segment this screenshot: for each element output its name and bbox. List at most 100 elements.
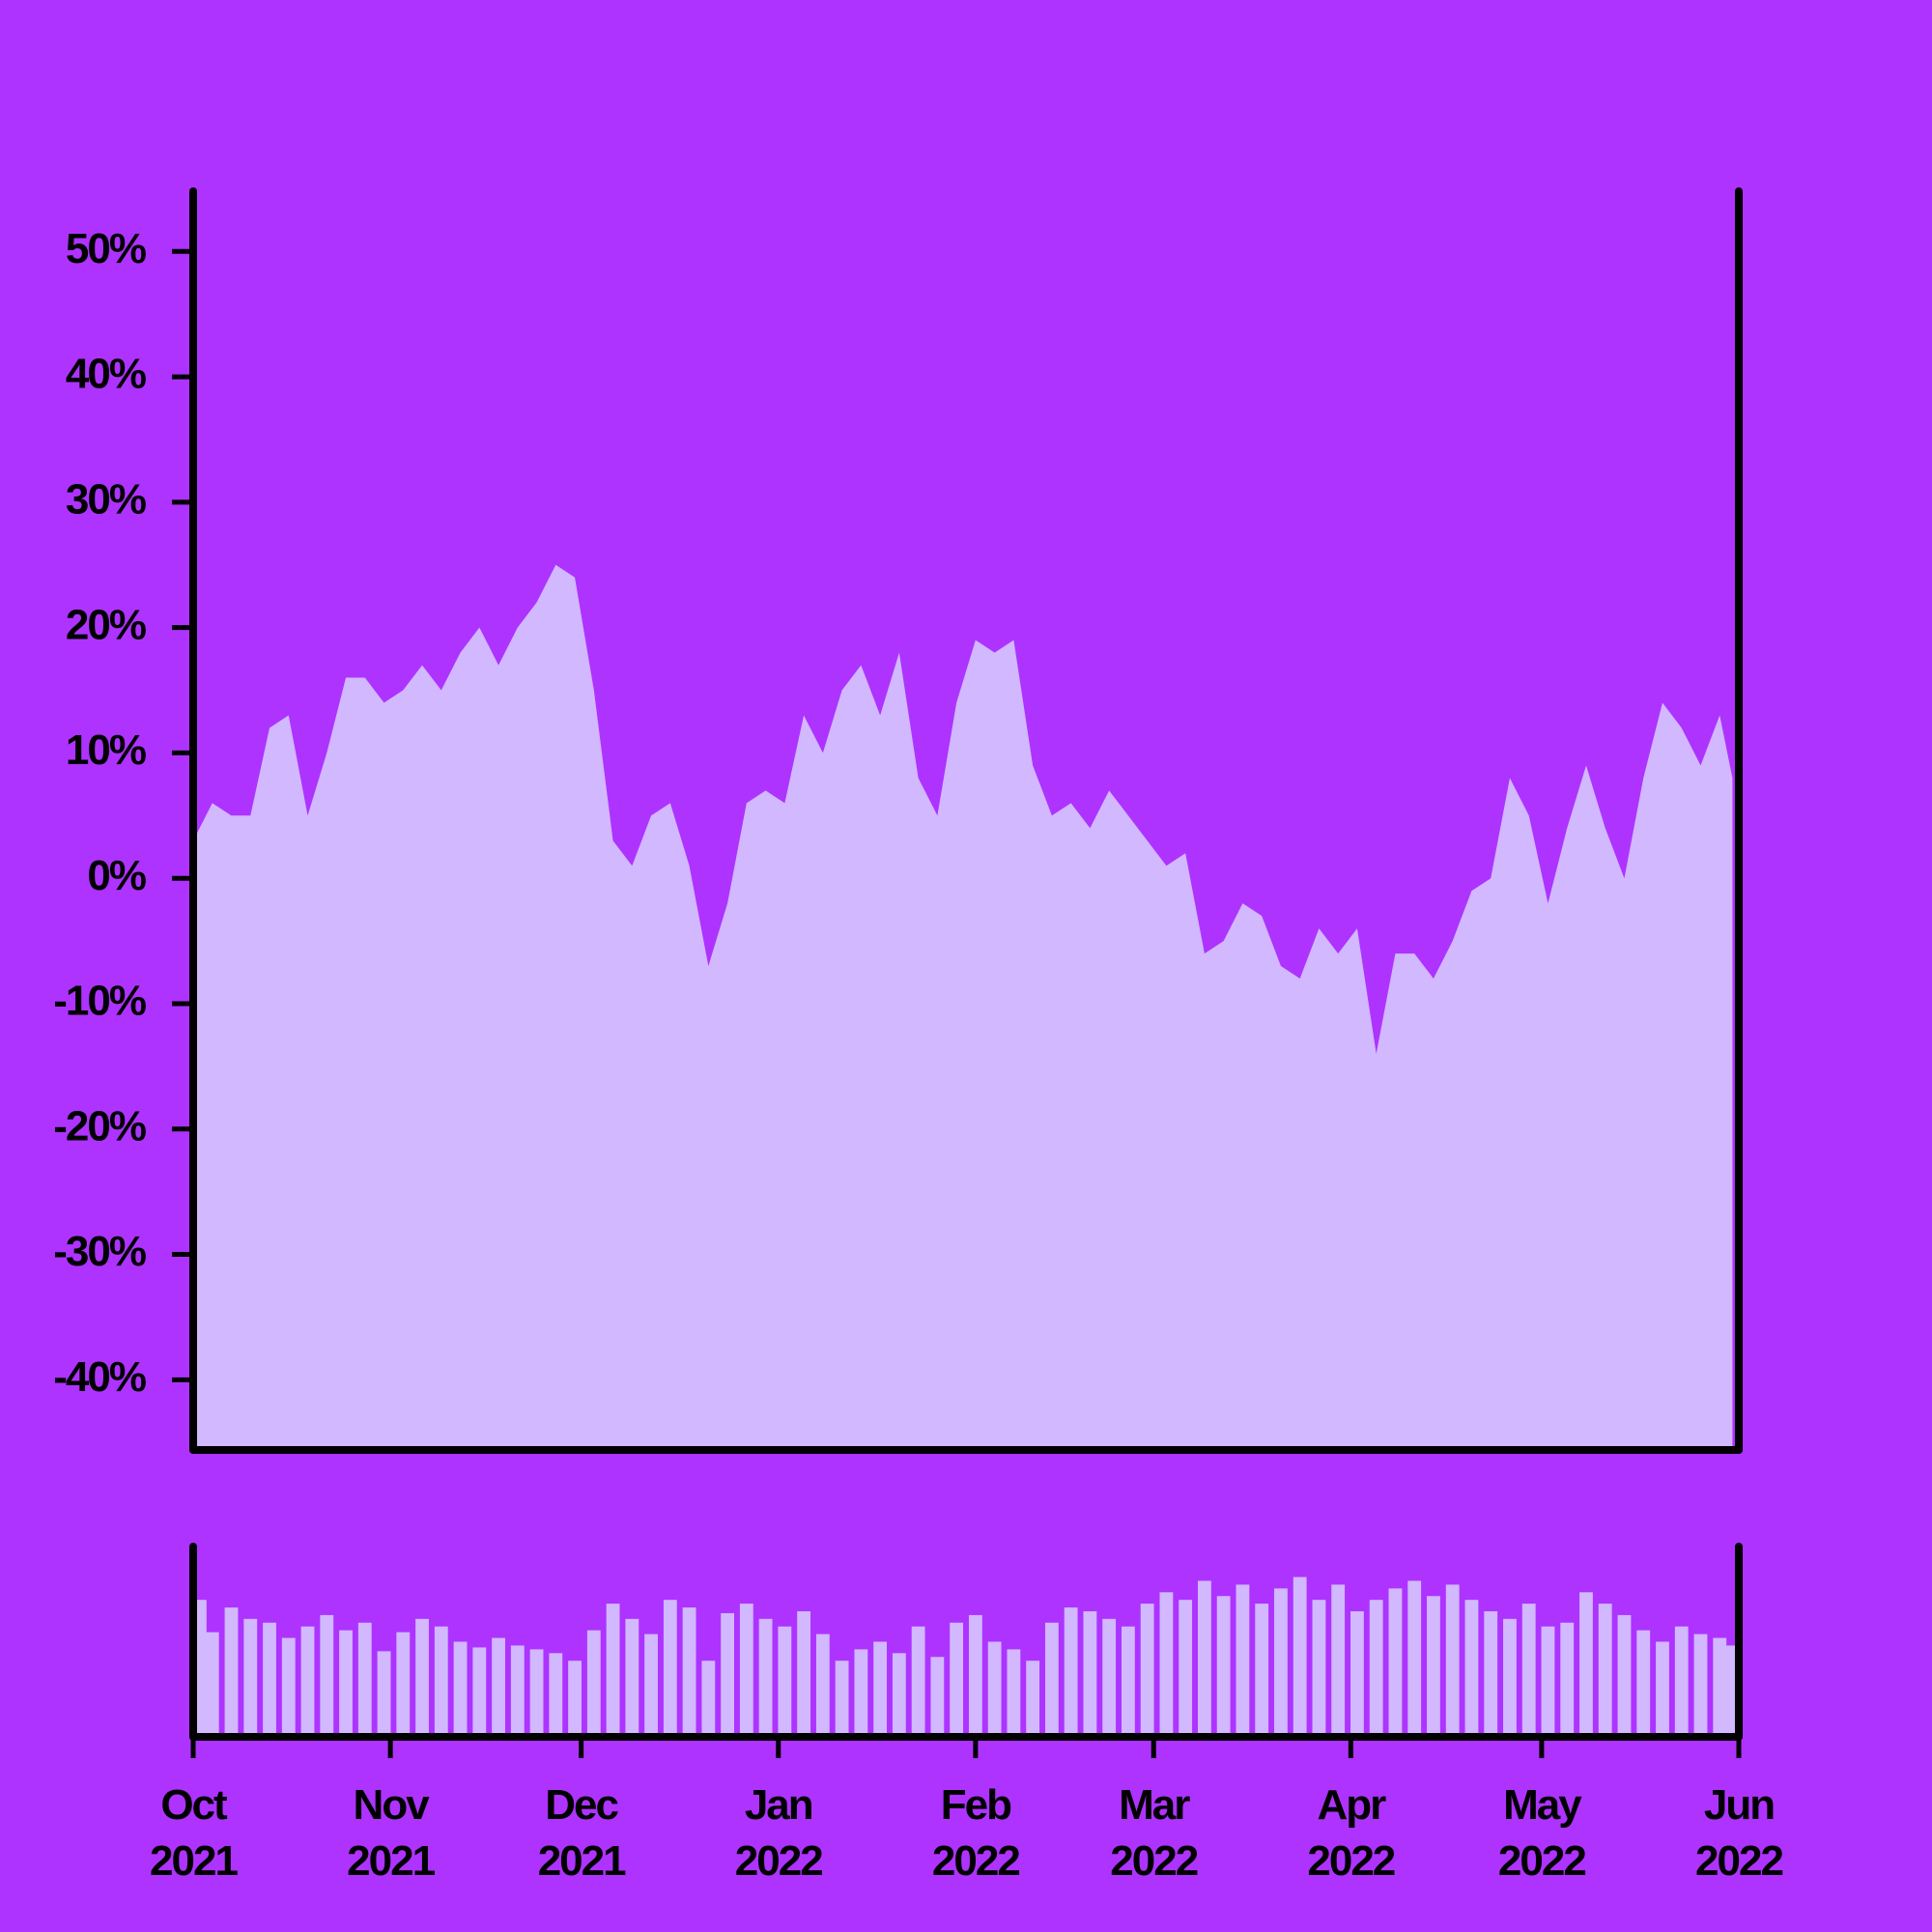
bar — [1636, 1630, 1651, 1737]
bar — [663, 1600, 677, 1737]
bar — [987, 1641, 1002, 1737]
bar — [1427, 1596, 1440, 1737]
bar — [243, 1618, 258, 1737]
bar — [1617, 1614, 1632, 1737]
y-tick-label: 20% — [66, 601, 146, 648]
bar — [1388, 1588, 1403, 1737]
bar — [911, 1626, 925, 1737]
bar — [758, 1618, 773, 1737]
bar — [1179, 1600, 1193, 1737]
bar — [1693, 1634, 1708, 1737]
bar — [434, 1626, 448, 1737]
bar — [377, 1651, 391, 1737]
bar — [1083, 1610, 1097, 1737]
bar — [453, 1641, 468, 1737]
y-tick-label: 30% — [66, 475, 146, 523]
x-tick-label: Nov 2021 — [347, 1781, 436, 1885]
bar — [1140, 1604, 1154, 1737]
bar — [396, 1632, 411, 1737]
bar — [586, 1630, 601, 1737]
bar — [1579, 1592, 1593, 1737]
y-tick-label: -20% — [53, 1102, 146, 1150]
bar — [1445, 1584, 1460, 1737]
bar — [472, 1647, 487, 1737]
bar — [1407, 1580, 1422, 1737]
bar — [1598, 1604, 1612, 1737]
bar — [606, 1604, 620, 1737]
bar — [1503, 1618, 1517, 1737]
y-tick-label: 0% — [87, 852, 145, 899]
y-tick-label: -30% — [53, 1228, 146, 1275]
bar — [263, 1622, 276, 1737]
bar — [1236, 1584, 1250, 1737]
bar — [281, 1637, 296, 1737]
x-tick-label: Jan 2022 — [734, 1781, 824, 1885]
bar — [1007, 1649, 1021, 1737]
bar — [625, 1618, 639, 1737]
bar — [1369, 1600, 1383, 1737]
bar — [1350, 1610, 1364, 1737]
bar — [1121, 1626, 1135, 1737]
bar — [1026, 1661, 1040, 1737]
bar — [510, 1645, 525, 1737]
x-tick-label: Jun 2022 — [1695, 1781, 1784, 1885]
bar — [968, 1614, 982, 1737]
bar — [415, 1618, 429, 1737]
bar — [529, 1649, 544, 1737]
area — [193, 564, 1733, 1450]
bar — [549, 1653, 563, 1737]
y-tick-label: 40% — [66, 351, 146, 398]
y-tick-label: 10% — [66, 726, 146, 774]
bar — [1293, 1577, 1307, 1737]
bar — [854, 1649, 868, 1737]
bar — [644, 1634, 658, 1737]
bar — [1713, 1637, 1727, 1737]
bar — [320, 1614, 334, 1737]
bar — [1560, 1622, 1575, 1737]
y-tick-label: -10% — [53, 978, 146, 1025]
bar — [739, 1604, 753, 1737]
bar — [1044, 1622, 1059, 1737]
bar — [701, 1661, 716, 1737]
y-tick-label: 50% — [66, 225, 146, 272]
bar — [205, 1632, 219, 1737]
bar — [1216, 1596, 1231, 1737]
bar — [950, 1622, 964, 1737]
bar — [1159, 1592, 1174, 1737]
bar — [1331, 1584, 1346, 1737]
bar — [357, 1622, 372, 1737]
x-tick-label: Oct 2021 — [150, 1781, 239, 1885]
bar — [1521, 1604, 1536, 1737]
bar — [568, 1661, 582, 1737]
bar — [892, 1653, 906, 1737]
bar — [873, 1641, 888, 1737]
x-tick-label: Apr 2022 — [1307, 1781, 1396, 1885]
x-tick-label: Mar 2022 — [1110, 1781, 1199, 1885]
bar — [682, 1607, 696, 1737]
bar — [797, 1610, 811, 1737]
bar — [930, 1657, 945, 1737]
bar — [815, 1634, 830, 1737]
bar — [1312, 1600, 1326, 1737]
x-tick-label: May 2022 — [1497, 1781, 1587, 1885]
bar — [1255, 1604, 1269, 1737]
bar — [1198, 1580, 1211, 1737]
bar — [1064, 1607, 1078, 1737]
bar — [300, 1626, 315, 1737]
bar — [1464, 1600, 1479, 1737]
x-tick-label: Feb 2022 — [931, 1781, 1021, 1885]
bar — [778, 1626, 792, 1737]
bar — [492, 1637, 505, 1737]
bar — [339, 1630, 353, 1737]
bar — [224, 1607, 239, 1737]
bar — [1656, 1641, 1669, 1737]
bar — [1484, 1610, 1498, 1737]
bar — [1102, 1618, 1117, 1737]
y-tick-label: -40% — [53, 1353, 146, 1401]
bar — [1541, 1626, 1555, 1737]
x-tick-label: Dec 2021 — [537, 1781, 627, 1885]
bar — [1674, 1626, 1689, 1737]
bar — [835, 1661, 849, 1737]
